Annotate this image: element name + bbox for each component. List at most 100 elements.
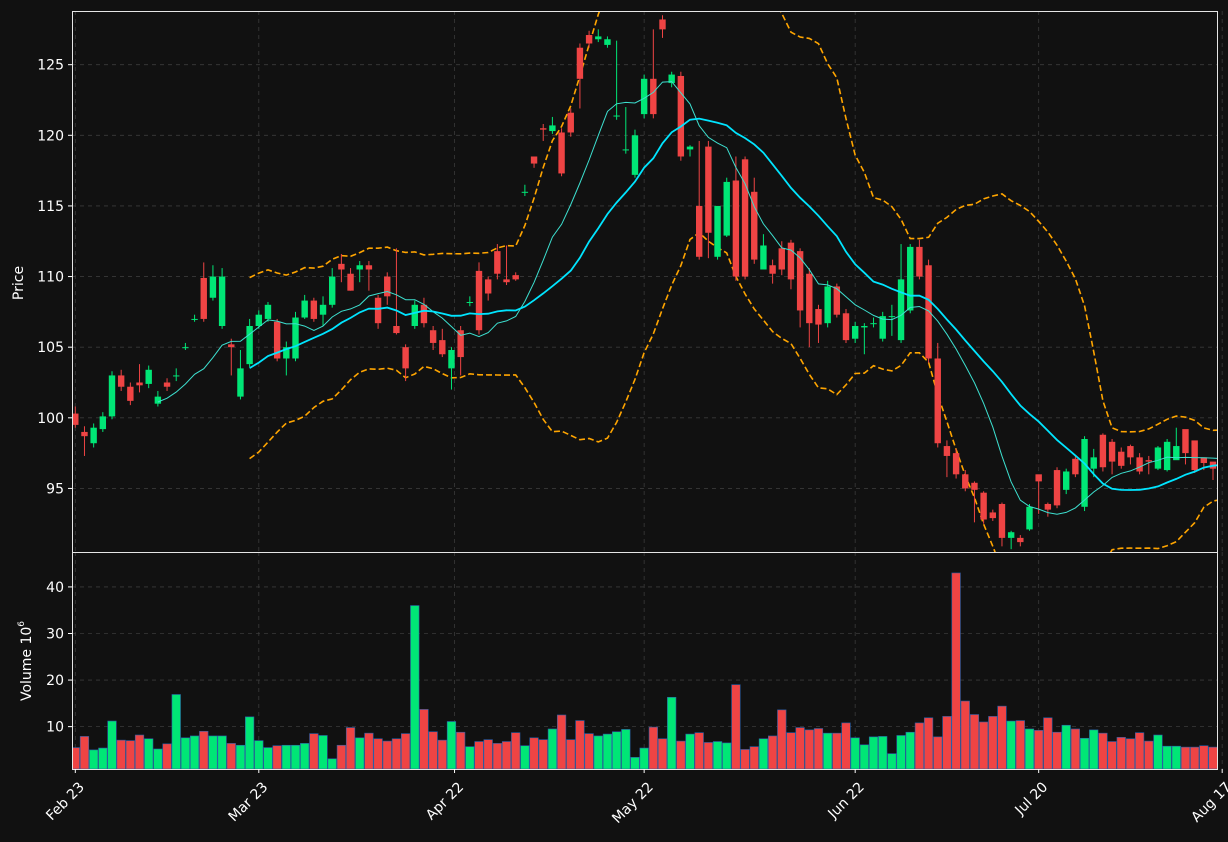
candle	[191, 314, 198, 322]
candle	[1163, 438, 1171, 472]
candle	[127, 382, 134, 406]
candle	[952, 448, 960, 479]
volume-bar	[153, 748, 163, 769]
candle	[521, 184, 529, 197]
volume-bar	[676, 740, 686, 769]
bollinger-bands	[249, 11, 1217, 552]
candle	[81, 426, 88, 456]
candle-body	[943, 446, 951, 456]
candle	[1053, 467, 1061, 509]
candle	[1044, 502, 1052, 517]
candle-body	[549, 125, 556, 132]
candle	[696, 140, 703, 260]
candle-body	[677, 75, 685, 157]
volume-bar	[235, 744, 246, 769]
volume-bar	[556, 714, 567, 769]
candle-body	[246, 325, 253, 365]
volume-bar	[988, 716, 998, 769]
candle-body	[998, 503, 1006, 538]
volume-bar	[419, 709, 429, 769]
candle	[998, 502, 1006, 547]
volume-bar	[657, 738, 668, 769]
candle-body	[264, 304, 272, 319]
candle-body	[117, 375, 125, 387]
volume-bar	[685, 733, 695, 769]
candle	[769, 259, 776, 284]
candle-body	[1200, 457, 1208, 464]
volume-bar	[134, 734, 145, 769]
candle	[677, 71, 685, 161]
price-axis-label: Price	[11, 266, 27, 300]
volume-bar	[758, 738, 769, 769]
candle-body	[540, 128, 547, 130]
candle-body	[842, 313, 850, 341]
candle	[916, 239, 923, 280]
volume-bar	[180, 737, 191, 769]
candle	[595, 29, 602, 43]
candle-body	[1072, 458, 1079, 475]
volume-bar	[336, 744, 346, 769]
volume-bar	[529, 737, 539, 769]
volume-bar	[639, 747, 649, 769]
candle-body	[622, 149, 629, 151]
candle	[1118, 447, 1125, 469]
candle-body	[273, 321, 281, 359]
price-tick-label: 100	[37, 411, 64, 427]
volume-bar	[309, 733, 319, 769]
candle-body	[613, 115, 620, 117]
volume-bar	[648, 726, 658, 769]
volume-bar	[217, 735, 227, 769]
candle	[549, 116, 556, 134]
candle	[796, 248, 804, 328]
volume-bar	[345, 727, 356, 769]
candle	[512, 272, 519, 281]
volume-bar	[1061, 724, 1071, 769]
volume-bar	[391, 738, 402, 769]
volume-bar	[254, 740, 264, 769]
volume-bar	[1180, 746, 1191, 769]
candle	[980, 491, 987, 524]
candle-body	[154, 396, 162, 404]
candle	[732, 156, 740, 281]
candle	[686, 145, 694, 157]
volume-axis-exponent: 6	[17, 621, 27, 627]
volume-bar	[612, 731, 622, 769]
candle	[760, 234, 767, 270]
candle	[200, 262, 207, 322]
candle-body	[439, 340, 446, 355]
candle-body	[806, 273, 813, 324]
candle	[264, 301, 272, 322]
volume-bar	[712, 741, 723, 769]
candle-body	[751, 191, 758, 260]
volume-bar	[878, 736, 888, 769]
candle	[448, 347, 455, 390]
volume-bar	[593, 735, 603, 769]
volume-bar	[492, 743, 502, 769]
candle	[751, 177, 758, 264]
candle	[494, 244, 501, 280]
candle	[429, 325, 437, 351]
volume-bar	[795, 727, 805, 769]
candle-body	[778, 248, 785, 270]
volume-tick-label: 10	[46, 720, 64, 736]
candle	[393, 248, 400, 335]
volume-bar	[483, 739, 493, 769]
volume-bar	[520, 745, 530, 769]
candle	[136, 364, 143, 393]
volume-bar	[245, 716, 255, 769]
candle-body	[824, 286, 831, 324]
candle	[943, 440, 951, 478]
candle	[778, 241, 785, 276]
volume-bar	[107, 720, 117, 769]
candle-body	[512, 275, 519, 280]
candle	[384, 272, 391, 305]
candle	[576, 43, 584, 109]
volume-bar	[777, 709, 787, 769]
candle-body	[457, 330, 464, 358]
candle-body	[475, 270, 483, 331]
candle	[870, 317, 877, 328]
candle	[319, 296, 327, 326]
volume-bar	[1144, 740, 1154, 769]
